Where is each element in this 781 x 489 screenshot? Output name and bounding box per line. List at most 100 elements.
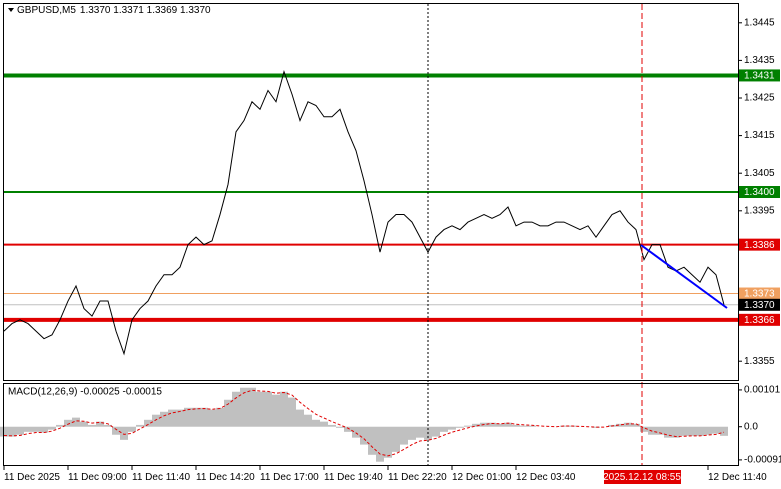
x-tick-label: 11 Dec 17:00 <box>260 472 319 483</box>
macd-bar <box>104 424 112 427</box>
macd-bar <box>248 387 256 427</box>
macd-bar <box>56 424 64 427</box>
price-frame <box>3 3 739 381</box>
x-tick-label: 11 Dec 14:20 <box>196 472 255 483</box>
y-tick-label: 1.3415 <box>744 130 775 141</box>
macd-bar <box>320 421 328 427</box>
macd-bar <box>504 422 512 427</box>
ohlc-values: 1.3370 1.3371 1.3369 1.3370 <box>80 5 211 16</box>
y-tick-label: 0.0 <box>744 421 758 432</box>
level-label-box <box>738 69 780 82</box>
macd-frame <box>3 383 739 466</box>
macd-bar <box>592 426 600 428</box>
level-label: 1.3431 <box>744 71 775 82</box>
macd-bar <box>216 407 224 427</box>
level-label: 1.3370 <box>744 300 775 311</box>
macd-bar <box>696 426 704 436</box>
macd-bar <box>336 426 344 428</box>
macd-bar <box>128 426 136 432</box>
macd-bar <box>512 424 520 427</box>
x-tick-label: 11 Dec 09:00 <box>68 472 127 483</box>
macd-bar <box>160 411 168 427</box>
macd-bar <box>488 422 496 427</box>
macd-bar <box>32 426 40 432</box>
macd-bar <box>360 426 368 445</box>
level-label-box <box>738 186 780 198</box>
macd-bar <box>368 426 376 455</box>
crosshair-label-box <box>604 470 681 484</box>
macd-bar <box>240 387 248 427</box>
macd-bar <box>224 399 232 427</box>
macd-bar <box>312 419 320 427</box>
macd-bar <box>192 407 200 427</box>
signal-line <box>3 389 725 457</box>
macd-bar <box>288 397 296 427</box>
level-label-box <box>738 287 780 300</box>
macd-bar <box>112 426 120 435</box>
macd-bar <box>400 426 408 445</box>
chart-header: GBPUSD,M5 1.3370 1.3371 1.3369 1.3370 <box>17 5 211 16</box>
macd-bar <box>328 424 336 427</box>
x-tick-label: 11 Dec 11:40 <box>132 472 190 483</box>
macd-bar <box>528 425 536 427</box>
macd-bar <box>72 417 80 427</box>
price-line <box>3 69 725 356</box>
x-tick-label: 12 Dec 03:40 <box>516 472 576 483</box>
macd-title: MACD(12,26,9) -0.00025 -0.00015 <box>8 387 162 398</box>
x-tick-label: 11 Dec 19:40 <box>324 472 383 483</box>
macd-bar <box>256 391 264 427</box>
trend-line <box>640 244 728 309</box>
macd-bar <box>96 421 104 427</box>
macd-bar <box>64 419 72 427</box>
macd-bar <box>232 391 240 427</box>
macd-bar <box>272 394 280 427</box>
macd-bar <box>416 426 424 438</box>
level-label-box <box>738 298 780 311</box>
x-tick-label: 12 Dec 11:40 <box>708 472 767 483</box>
menu-arrow <box>8 8 14 12</box>
macd-bar <box>616 423 624 427</box>
macd-bar <box>408 426 416 440</box>
macd-bar <box>80 421 88 427</box>
level-label-box <box>738 238 780 251</box>
y-tick-label: -0.00091 <box>744 455 781 466</box>
macd-bar <box>712 426 720 434</box>
macd-bar <box>264 391 272 427</box>
y-tick-label: 0.00101 <box>744 385 781 396</box>
macd-bar <box>296 409 304 427</box>
level-label: 1.3373 <box>744 289 775 300</box>
macd-bar <box>472 423 480 427</box>
macd-bar <box>392 426 400 452</box>
macd-bar <box>168 409 176 427</box>
crosshair-label: 2025.12.12 08:55 <box>603 472 681 483</box>
level-label: 1.3366 <box>744 315 775 326</box>
macd-bar <box>8 426 16 437</box>
level-label-box <box>738 313 780 326</box>
macd-bar <box>664 426 672 438</box>
y-tick-label: 1.3395 <box>744 205 775 216</box>
macd-bar <box>144 419 152 427</box>
macd-bar <box>304 414 312 427</box>
y-tick-label: 1.3355 <box>744 356 775 367</box>
macd-bar <box>200 407 208 427</box>
macd-bar <box>184 407 192 427</box>
macd-bar <box>352 426 360 438</box>
macd-bar <box>520 425 528 427</box>
macd-bar <box>688 426 696 436</box>
macd-bar <box>208 409 216 427</box>
macd-bar <box>24 426 32 432</box>
chart-title: GBPUSD,M5 <box>17 5 76 16</box>
macd-bar <box>448 426 456 430</box>
macd-bar <box>376 426 384 462</box>
macd-bar <box>48 426 56 430</box>
y-tick-label: 1.3405 <box>744 168 775 179</box>
macd-bar <box>120 426 128 440</box>
macd-bar <box>464 425 472 427</box>
macd-bar <box>680 426 688 436</box>
macd-bar <box>152 414 160 427</box>
macd-bar <box>496 423 504 427</box>
macd-bar <box>88 424 96 427</box>
macd-bar <box>432 426 440 437</box>
